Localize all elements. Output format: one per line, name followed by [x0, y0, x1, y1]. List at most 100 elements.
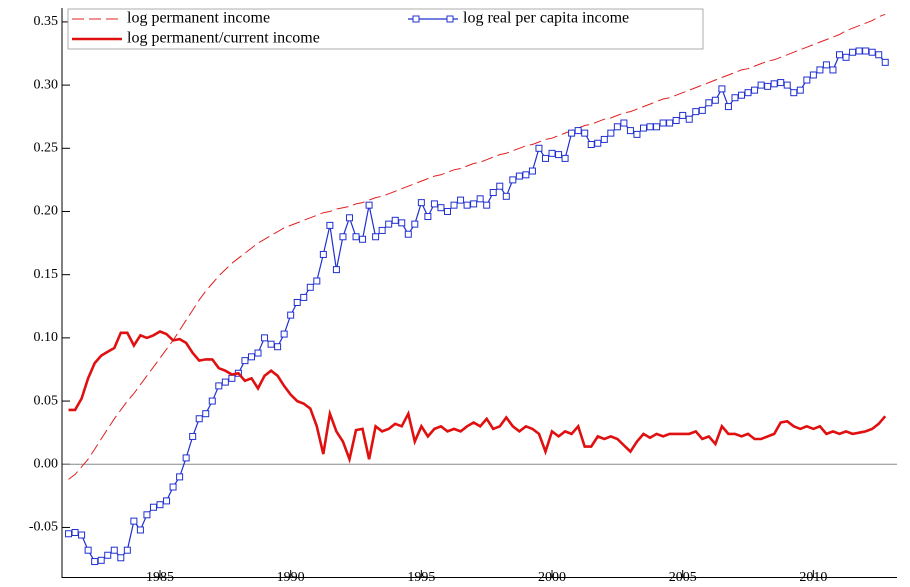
marker	[149, 503, 157, 511]
marker	[345, 214, 353, 222]
marker	[404, 230, 412, 238]
marker	[509, 176, 517, 184]
marker	[91, 558, 99, 566]
marker	[287, 311, 295, 319]
marker	[398, 219, 406, 227]
marker	[568, 129, 576, 137]
marker	[594, 139, 602, 147]
marker	[626, 127, 634, 135]
marker	[790, 89, 798, 97]
marker	[417, 199, 425, 207]
marker	[855, 47, 863, 55]
marker	[555, 151, 563, 159]
marker	[705, 99, 713, 107]
marker	[163, 497, 171, 505]
marker	[803, 76, 811, 84]
legend-label: log permanent income	[127, 10, 270, 27]
marker	[679, 111, 687, 119]
marker	[842, 53, 850, 61]
marker	[666, 119, 674, 127]
series-line	[68, 330, 887, 464]
marker	[718, 85, 726, 93]
marker	[104, 551, 112, 559]
y-tick-label: 0.00	[34, 456, 59, 471]
marker	[881, 58, 889, 66]
marker	[306, 283, 314, 291]
marker	[189, 432, 197, 440]
marker	[65, 530, 73, 538]
marker	[195, 415, 203, 423]
marker	[319, 250, 327, 258]
marker	[862, 47, 870, 55]
marker	[339, 233, 347, 241]
marker	[685, 115, 693, 123]
marker	[692, 108, 700, 116]
marker	[117, 554, 125, 562]
marker	[313, 277, 321, 285]
marker	[489, 189, 497, 197]
marker	[97, 556, 105, 564]
marker	[457, 196, 465, 204]
marker	[267, 340, 275, 348]
marker	[274, 343, 282, 351]
marker	[764, 82, 772, 90]
marker	[607, 129, 615, 137]
marker	[587, 140, 595, 148]
marker	[783, 81, 791, 89]
marker	[365, 201, 373, 209]
marker	[822, 61, 830, 69]
y-tick-label: 0.30	[34, 77, 59, 92]
marker	[515, 172, 523, 180]
marker	[293, 298, 301, 306]
marker	[332, 266, 340, 274]
marker	[737, 91, 745, 99]
marker	[502, 192, 510, 200]
marker	[430, 200, 438, 208]
marker	[757, 81, 765, 89]
marker	[646, 123, 654, 131]
marker	[463, 201, 471, 209]
marker	[202, 410, 210, 418]
marker	[470, 200, 478, 208]
y-tick-label: 0.35	[34, 14, 59, 29]
marker	[829, 66, 837, 74]
y-tick-label: 0.15	[34, 267, 59, 282]
marker	[385, 220, 393, 228]
marker	[581, 129, 589, 137]
marker	[561, 154, 569, 162]
marker	[639, 124, 647, 132]
marker	[541, 154, 549, 162]
marker	[359, 235, 367, 243]
marker	[110, 546, 118, 554]
series-line	[68, 13, 886, 480]
marker	[849, 48, 857, 56]
marker	[300, 293, 308, 301]
marker	[78, 531, 86, 539]
marker	[483, 201, 491, 209]
marker	[751, 86, 759, 94]
marker	[182, 454, 190, 462]
marker	[443, 207, 451, 215]
marker	[391, 216, 399, 224]
marker	[71, 529, 79, 537]
marker	[352, 233, 360, 241]
series-line	[68, 50, 886, 563]
marker	[816, 66, 824, 74]
marker	[450, 201, 458, 209]
legend-label: log real per capita income	[463, 10, 629, 27]
marker	[777, 79, 785, 87]
marker	[280, 330, 288, 338]
y-tick-label: 0.05	[34, 393, 59, 408]
marker	[84, 546, 92, 554]
marker	[254, 349, 262, 357]
marker	[476, 195, 484, 203]
marker	[548, 149, 556, 157]
marker	[411, 220, 419, 228]
marker	[228, 374, 236, 382]
marker	[528, 167, 536, 175]
legend-box	[67, 8, 704, 50]
y-tick-label: 0.25	[34, 141, 59, 156]
marker	[136, 526, 144, 534]
marker	[620, 119, 628, 127]
marker	[711, 96, 719, 104]
